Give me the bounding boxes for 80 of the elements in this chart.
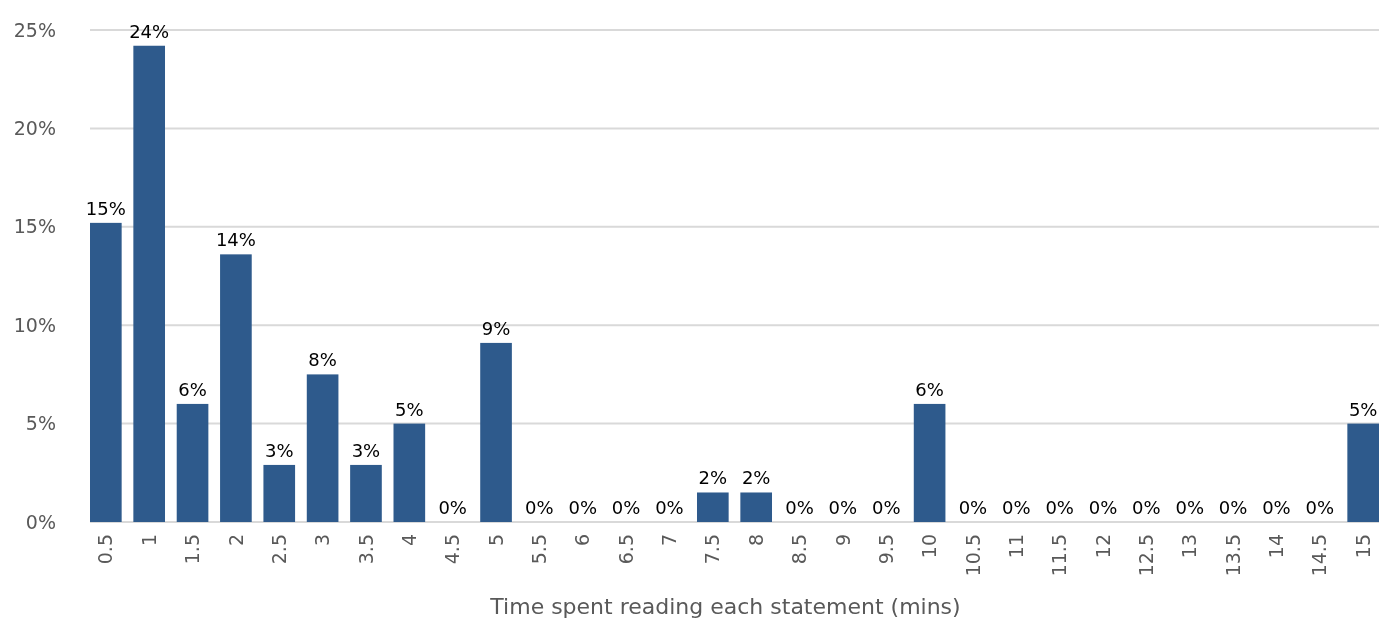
- x-tick-label: 4.5: [441, 534, 464, 565]
- data-label: 0%: [1002, 497, 1031, 518]
- x-tick-label: 8.5: [788, 534, 811, 565]
- bar: [1347, 423, 1379, 522]
- x-tick-label: 11: [1004, 534, 1027, 559]
- y-tick-label: 25%: [13, 18, 56, 41]
- y-tick-label: 15%: [13, 215, 56, 238]
- y-tick-label: 10%: [13, 313, 56, 336]
- bar: [740, 492, 772, 522]
- x-tick-label: 1.5: [181, 534, 204, 565]
- x-tick-label: 2.5: [267, 534, 290, 565]
- data-label: 0%: [958, 497, 988, 518]
- x-tick-label: 0.5: [94, 534, 117, 565]
- x-tick-label: 13.5: [1221, 534, 1244, 577]
- data-label: 5%: [395, 398, 424, 420]
- data-label: 2%: [741, 467, 771, 489]
- data-label: 0%: [785, 497, 814, 518]
- x-tick-label: 11.5: [1048, 534, 1071, 577]
- data-label: 0%: [871, 497, 901, 518]
- x-tick-label: 3.5: [354, 534, 377, 565]
- x-tick-label: 6.5: [614, 534, 637, 565]
- data-label: 0%: [438, 497, 467, 518]
- x-tick-label: 5: [484, 534, 507, 547]
- x-tick-label: 9: [831, 534, 854, 547]
- data-label: 24%: [129, 20, 170, 42]
- data-label: 3%: [351, 439, 381, 461]
- data-label: 0%: [1175, 497, 1205, 518]
- data-label: 0%: [525, 497, 554, 518]
- x-tick-label: 10: [918, 534, 941, 559]
- x-tick-label: 14.5: [1308, 534, 1331, 577]
- data-label: 3%: [264, 439, 294, 461]
- bar: [263, 464, 296, 522]
- data-label: 8%: [308, 349, 337, 371]
- bar: [913, 403, 946, 522]
- x-axis-title: Time spent reading each statement (mins): [489, 594, 961, 619]
- x-tick-label: 13: [1178, 534, 1201, 559]
- bar: [393, 423, 426, 522]
- x-tick-label: 2: [224, 534, 247, 547]
- data-label: 9%: [481, 317, 511, 339]
- x-tick-label: 7.5: [701, 534, 724, 565]
- bar: [220, 254, 252, 522]
- y-tick-label: 5%: [25, 412, 56, 435]
- data-label: 2%: [698, 467, 728, 489]
- x-tick-label: 12: [1091, 534, 1114, 559]
- bar: [697, 492, 729, 522]
- y-tick-label: 20%: [13, 117, 56, 140]
- x-tick-label: 4: [397, 534, 420, 547]
- bar: [306, 374, 339, 522]
- data-label: 6%: [178, 378, 207, 400]
- y-tick-label: 0%: [25, 510, 56, 533]
- x-tick-label: 5.5: [528, 534, 551, 565]
- x-tick-label: 7: [658, 534, 681, 547]
- x-tick-label: 1: [137, 534, 160, 547]
- data-label: 0%: [1262, 497, 1291, 518]
- data-label: 14%: [215, 229, 256, 251]
- bar: [90, 222, 122, 522]
- data-label: 15%: [85, 197, 126, 219]
- bar: [176, 403, 209, 522]
- data-label: 0%: [1088, 497, 1118, 518]
- x-tick-label: 9.5: [874, 534, 897, 565]
- data-label: 5%: [1348, 398, 1378, 420]
- data-label: 0%: [611, 497, 641, 518]
- bar: [350, 464, 382, 522]
- data-label: 0%: [1045, 497, 1074, 518]
- data-label: 0%: [1218, 497, 1248, 518]
- data-label: 0%: [828, 497, 858, 518]
- x-tick-label: 14: [1265, 534, 1288, 559]
- x-tick-label: 15: [1351, 534, 1374, 559]
- x-tick-label: 10.5: [961, 534, 984, 577]
- x-tick-label: 6: [571, 534, 594, 547]
- data-label: 6%: [915, 378, 944, 400]
- x-tick-label: 3: [311, 534, 334, 547]
- bar: [480, 342, 512, 522]
- data-label: 0%: [655, 497, 684, 518]
- x-tick-label: 12.5: [1135, 534, 1158, 577]
- data-label: 0%: [568, 497, 598, 518]
- data-label: 0%: [1305, 497, 1335, 518]
- bar: [133, 45, 166, 522]
- data-label: 0%: [1132, 497, 1161, 518]
- x-tick-label: 8: [744, 534, 767, 547]
